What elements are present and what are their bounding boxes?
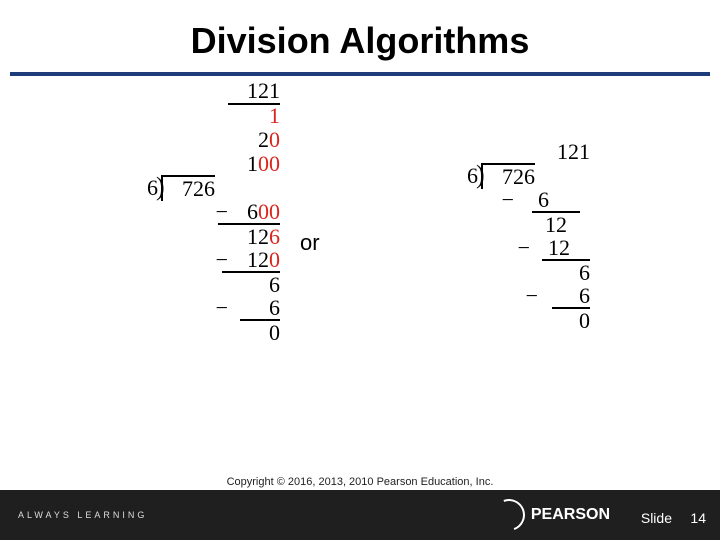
left-pq-3-b: 1 bbox=[247, 151, 258, 176]
left-dividend: 726 bbox=[161, 175, 215, 200]
rs5: 0 bbox=[552, 307, 590, 332]
ls4b: 6 bbox=[269, 295, 280, 320]
left-long-division: 121 1 20 100 6 ) bbox=[120, 80, 280, 344]
always-learning: ALWAYS LEARNING bbox=[18, 510, 147, 520]
rs1: 12 bbox=[532, 211, 580, 236]
page-title: Division Algorithms bbox=[0, 20, 720, 62]
right-quotient: 121 bbox=[538, 140, 590, 163]
minus-icon: − bbox=[518, 284, 538, 307]
rs3: 6 bbox=[542, 259, 590, 284]
minus-icon: − bbox=[494, 188, 514, 211]
ls3b: 6 bbox=[269, 272, 280, 297]
ls0b: 6 bbox=[247, 199, 258, 224]
ls5b: 0 bbox=[269, 320, 280, 345]
minus-icon: − bbox=[208, 200, 228, 223]
left-pq-2-b: 2 bbox=[258, 127, 269, 152]
rs2: 12 bbox=[538, 236, 580, 259]
content-area: 121 1 20 100 6 ) bbox=[0, 80, 720, 480]
right-dividend: 726 bbox=[481, 163, 535, 188]
or-label: or bbox=[300, 230, 320, 256]
rs4: 6 bbox=[538, 284, 590, 307]
slide-label: Slide bbox=[641, 510, 672, 526]
pearson-brand-text: PEARSON bbox=[531, 506, 610, 524]
right-long-division: 121 6 ) 726 − 6 12 − 12 6 − 6 0 bbox=[440, 140, 590, 332]
minus-icon: − bbox=[208, 296, 228, 319]
title-rule bbox=[10, 72, 710, 76]
left-divisor: 6 bbox=[140, 176, 158, 199]
left-pq-3-r: 00 bbox=[258, 151, 280, 176]
ls2b: 12 bbox=[247, 247, 269, 272]
left-quotient: 121 bbox=[228, 79, 280, 104]
copyright-text: Copyright © 2016, 2013, 2010 Pearson Edu… bbox=[0, 476, 720, 488]
footer-bar: ALWAYS LEARNING PEARSON Slide 14 bbox=[0, 490, 720, 540]
rs0: 6 bbox=[534, 188, 590, 211]
slide-root: Division Algorithms 121 1 20 100 bbox=[0, 0, 720, 540]
left-pq-2-r: 0 bbox=[269, 127, 280, 152]
left-pq-1: 1 bbox=[269, 103, 280, 128]
ls1r: 6 bbox=[269, 224, 280, 249]
ls2r: 0 bbox=[269, 247, 280, 272]
ls1b: 12 bbox=[247, 224, 269, 249]
right-divisor: 6 bbox=[460, 164, 478, 187]
pearson-swoosh-icon bbox=[488, 494, 531, 537]
pearson-logo: PEARSON bbox=[493, 500, 610, 530]
ls0r: 00 bbox=[258, 199, 280, 224]
slide-number: 14 bbox=[690, 510, 706, 526]
minus-icon: − bbox=[510, 236, 530, 259]
minus-icon: − bbox=[208, 248, 228, 271]
